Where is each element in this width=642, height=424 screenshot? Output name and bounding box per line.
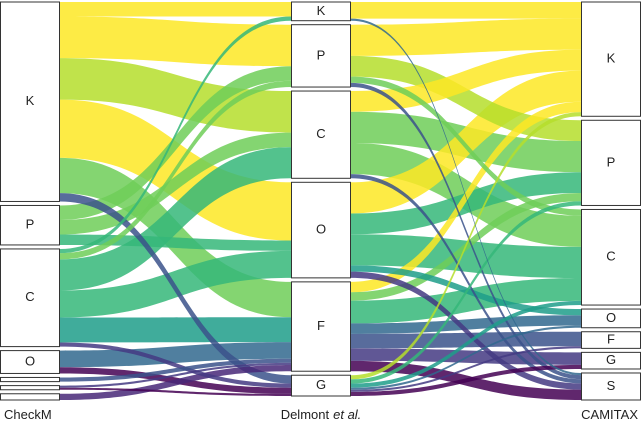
- flow: [351, 265, 581, 316]
- flow: [351, 112, 581, 380]
- node-label: K: [317, 3, 326, 18]
- flow: [60, 387, 291, 396]
- column-title: CheckM: [4, 407, 52, 422]
- flow: [351, 271, 581, 390]
- node-label: G: [316, 377, 326, 392]
- flow: [351, 18, 581, 376]
- links: [60, 2, 581, 400]
- flow: [60, 317, 291, 343]
- node-label: F: [317, 318, 325, 333]
- flow: [351, 82, 581, 380]
- node-label: C: [25, 289, 34, 304]
- flow: [60, 58, 291, 133]
- node: [581, 308, 641, 329]
- node-label: P: [26, 217, 35, 232]
- flow: [351, 278, 581, 324]
- node: [291, 1, 351, 22]
- flow: [60, 364, 291, 400]
- node: [291, 281, 351, 372]
- node: [291, 181, 351, 279]
- flow: [351, 174, 581, 384]
- flow: [60, 66, 291, 221]
- flow: [351, 300, 581, 388]
- node-label: K: [607, 51, 616, 66]
- node: [0, 376, 60, 383]
- flow: [351, 70, 581, 214]
- flow: [351, 18, 581, 56]
- node-label: C: [606, 249, 615, 264]
- flow: [60, 362, 291, 388]
- node-label: O: [25, 353, 35, 368]
- node: [291, 24, 351, 88]
- node: [581, 331, 641, 349]
- node-label: S: [607, 378, 616, 393]
- node: [581, 119, 641, 206]
- node: [291, 90, 351, 179]
- node-label: K: [26, 93, 35, 108]
- node: [0, 1, 60, 202]
- flow: [351, 346, 581, 392]
- flow: [351, 201, 581, 384]
- node-label: P: [607, 154, 616, 169]
- flow: [60, 147, 291, 291]
- node-label: C: [316, 126, 325, 141]
- flow: [351, 55, 581, 142]
- flow: [351, 364, 581, 396]
- node: [0, 204, 60, 246]
- node: [0, 385, 60, 391]
- flow: [60, 16, 291, 254]
- column-title-part: Delmont: [281, 407, 330, 422]
- flow: [351, 76, 581, 216]
- column-title: CAMITAX: [581, 407, 638, 422]
- node-label: P: [317, 47, 326, 62]
- flow: [60, 193, 291, 384]
- flow: [351, 325, 581, 390]
- flow: [60, 358, 291, 382]
- node: [291, 374, 351, 397]
- node: [581, 1, 641, 117]
- flow: [351, 172, 581, 235]
- node-label: O: [606, 310, 616, 325]
- node: [581, 208, 641, 306]
- column-title-part: CheckM: [4, 407, 52, 422]
- flow: [351, 315, 581, 334]
- column-title-part: CAMITAX: [581, 407, 638, 422]
- flow: [351, 2, 581, 19]
- column-title-part: et al.: [333, 407, 361, 422]
- node-label: O: [316, 222, 326, 237]
- flow: [60, 80, 291, 260]
- node: [581, 372, 641, 401]
- flow: [60, 342, 291, 368]
- flow: [60, 342, 291, 388]
- flow: [60, 16, 291, 67]
- flow: [60, 132, 291, 235]
- node-label: G: [606, 352, 616, 367]
- node: [0, 350, 60, 374]
- node-label: F: [607, 331, 615, 346]
- node: [581, 351, 641, 370]
- node: [0, 248, 60, 348]
- flow: [351, 234, 581, 279]
- flow: [60, 2, 291, 17]
- node: [0, 393, 60, 401]
- column-title: Delmont et al.: [281, 407, 362, 422]
